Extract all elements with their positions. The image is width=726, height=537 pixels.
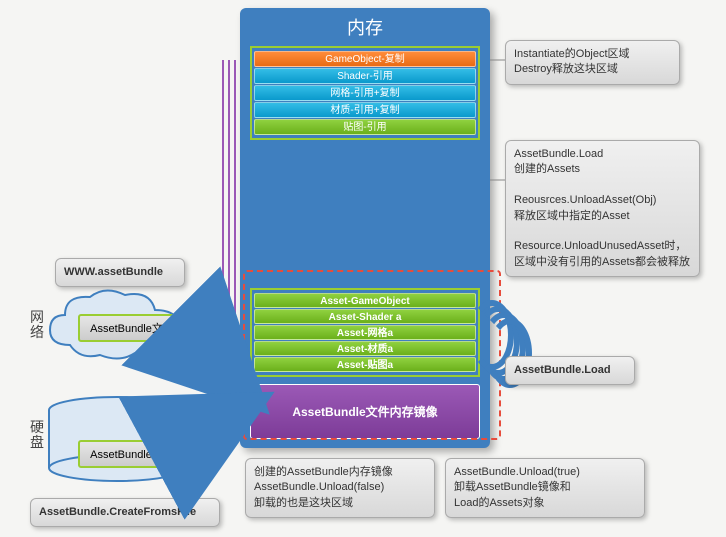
cylinder-file-box: AssetBundle文件 — [78, 440, 186, 468]
bar-mesh: 网格-引用+复制 — [254, 85, 476, 101]
callout-assets: AssetBundle.Load 创建的Assets Reousrces.Unl… — [505, 140, 700, 277]
cloud-file-box: AssetBundle文件 — [78, 314, 186, 342]
callout-createfromfile: AssetBundle.CreateFromsFile — [30, 498, 220, 527]
bar-texture: 贴图-引用 — [254, 119, 476, 135]
assetbundle-diagram: 内存 GameObject-复制 Shader-引用 网格-引用+复制 材质-引… — [0, 0, 726, 537]
callout-www: WWW.assetBundle — [55, 258, 185, 287]
instantiate-region: GameObject-复制 Shader-引用 网格-引用+复制 材质-引用+复… — [250, 46, 480, 140]
asset-shader: Asset-Shader a — [254, 309, 476, 324]
callout-unload-false: 创建的AssetBundle内存镜像 AssetBundle.Unload(fa… — [245, 458, 435, 518]
asset-gameobject: Asset-GameObject — [254, 293, 476, 308]
asset-texture: Asset-贴图a — [254, 357, 476, 372]
callout-instantiate: Instantiate的Object区域 Destroy释放这块区域 — [505, 40, 680, 85]
mirror-box: AssetBundle文件内存镜像 — [250, 384, 480, 439]
cloud-label: 网络 — [24, 310, 50, 341]
asset-mesh: Asset-网格a — [254, 325, 476, 340]
assets-region: Asset-GameObject Asset-Shader a Asset-网格… — [250, 288, 480, 377]
bar-shader: Shader-引用 — [254, 68, 476, 84]
callout-load: AssetBundle.Load — [505, 356, 635, 385]
bar-material: 材质-引用+复制 — [254, 102, 476, 118]
cylinder-label: 硬盘 — [24, 420, 50, 451]
memory-block: 内存 GameObject-复制 Shader-引用 网格-引用+复制 材质-引… — [240, 8, 490, 448]
mirror-region: AssetBundle文件内存镜像 — [250, 384, 480, 439]
callout-unload-true: AssetBundle.Unload(true) 卸载AssetBundle镜像… — [445, 458, 645, 518]
memory-title: 内存 — [240, 8, 490, 46]
asset-material: Asset-材质a — [254, 341, 476, 356]
bar-gameobject: GameObject-复制 — [254, 51, 476, 67]
